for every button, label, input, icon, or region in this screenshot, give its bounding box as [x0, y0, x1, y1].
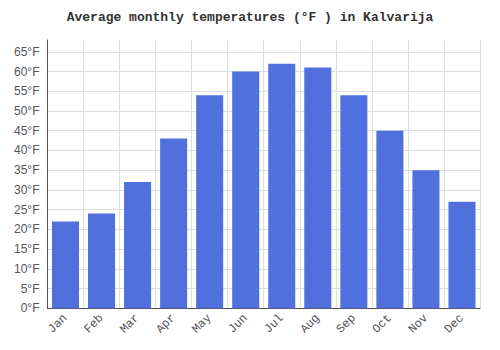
svg-text:Dec: Dec — [442, 311, 467, 336]
svg-text:Nov: Nov — [406, 311, 431, 336]
svg-text:Aug: Aug — [298, 311, 323, 336]
svg-text:20°F: 20°F — [14, 222, 39, 236]
svg-text:Jan: Jan — [45, 311, 70, 336]
svg-text:50°F: 50°F — [14, 104, 39, 118]
svg-text:Oct: Oct — [370, 311, 395, 336]
svg-text:40°F: 40°F — [14, 143, 39, 157]
svg-text:45°F: 45°F — [14, 124, 39, 138]
svg-text:May: May — [189, 311, 214, 336]
svg-text:Jul: Jul — [262, 311, 287, 336]
svg-text:Feb: Feb — [81, 311, 106, 336]
svg-text:30°F: 30°F — [14, 183, 39, 197]
svg-text:55°F: 55°F — [14, 84, 39, 98]
svg-text:5°F: 5°F — [21, 282, 40, 296]
svg-text:Sep: Sep — [334, 311, 359, 336]
svg-text:Jun: Jun — [226, 311, 251, 336]
svg-text:35°F: 35°F — [14, 163, 39, 177]
svg-text:25°F: 25°F — [14, 203, 39, 217]
svg-text:65°F: 65°F — [14, 45, 39, 59]
svg-text:Average monthly temperatures (: Average monthly temperatures (°F ) in Ka… — [67, 10, 434, 25]
svg-text:Mar: Mar — [117, 311, 142, 336]
svg-text:15°F: 15°F — [14, 242, 39, 256]
svg-text:10°F: 10°F — [14, 262, 39, 276]
svg-text:60°F: 60°F — [14, 65, 39, 79]
svg-text:Apr: Apr — [153, 311, 178, 336]
svg-text:0°F: 0°F — [21, 301, 40, 315]
